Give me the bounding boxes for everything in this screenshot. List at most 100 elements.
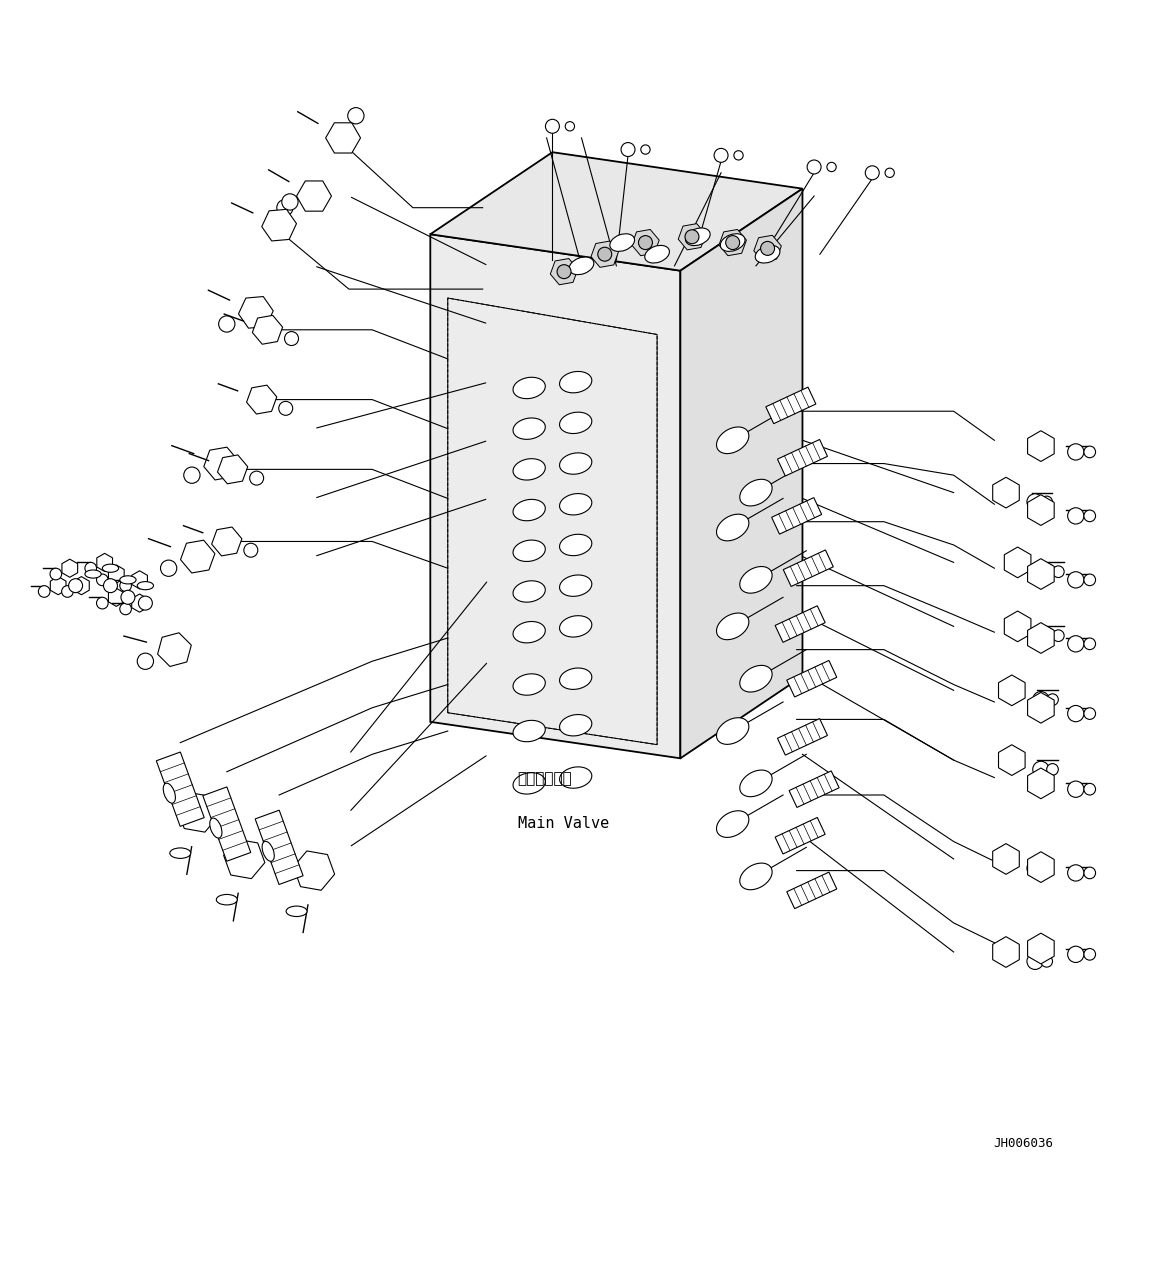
Circle shape (1084, 447, 1096, 458)
Polygon shape (1005, 547, 1030, 578)
Circle shape (250, 471, 264, 485)
Polygon shape (777, 439, 828, 476)
Polygon shape (632, 230, 659, 255)
Ellipse shape (716, 427, 749, 453)
Circle shape (1084, 510, 1096, 522)
Polygon shape (999, 745, 1025, 776)
Ellipse shape (559, 535, 592, 555)
Polygon shape (297, 181, 331, 211)
Polygon shape (180, 540, 215, 573)
Ellipse shape (740, 567, 772, 593)
Circle shape (1084, 638, 1096, 649)
Polygon shape (1028, 693, 1054, 723)
Ellipse shape (120, 575, 136, 584)
Circle shape (348, 107, 364, 124)
Ellipse shape (755, 245, 780, 263)
Polygon shape (62, 559, 78, 577)
Circle shape (565, 121, 575, 131)
Polygon shape (177, 792, 219, 832)
Polygon shape (238, 296, 273, 328)
Ellipse shape (559, 371, 592, 393)
Circle shape (865, 166, 879, 180)
Ellipse shape (716, 514, 749, 541)
Circle shape (638, 236, 652, 250)
Ellipse shape (513, 499, 545, 521)
Circle shape (1068, 706, 1084, 722)
Circle shape (1068, 865, 1084, 880)
Ellipse shape (286, 906, 307, 916)
Polygon shape (754, 235, 782, 262)
Ellipse shape (559, 669, 592, 689)
Circle shape (1068, 572, 1084, 588)
Circle shape (598, 248, 612, 262)
Polygon shape (158, 633, 191, 666)
Text: Main Valve: Main Valve (518, 815, 608, 831)
Polygon shape (1028, 768, 1054, 799)
Ellipse shape (85, 570, 101, 578)
Circle shape (1084, 783, 1096, 795)
Circle shape (1068, 444, 1084, 461)
Polygon shape (1028, 852, 1054, 883)
Circle shape (85, 563, 97, 574)
Circle shape (545, 119, 559, 133)
Polygon shape (1028, 495, 1054, 526)
Ellipse shape (559, 715, 592, 736)
Polygon shape (1005, 611, 1030, 642)
Ellipse shape (513, 540, 545, 561)
Polygon shape (108, 588, 124, 606)
Polygon shape (786, 661, 837, 697)
Circle shape (1033, 692, 1049, 708)
Polygon shape (255, 810, 304, 884)
Polygon shape (1028, 933, 1054, 963)
Ellipse shape (163, 783, 176, 803)
Circle shape (121, 591, 135, 605)
Polygon shape (50, 577, 66, 595)
Circle shape (807, 160, 821, 174)
Circle shape (1068, 508, 1084, 524)
Ellipse shape (740, 769, 772, 796)
Polygon shape (131, 595, 148, 612)
Circle shape (761, 241, 775, 255)
Circle shape (734, 151, 743, 160)
Ellipse shape (559, 767, 592, 789)
Circle shape (1053, 565, 1064, 578)
Circle shape (184, 467, 200, 484)
Ellipse shape (513, 621, 545, 643)
Polygon shape (591, 241, 619, 268)
Polygon shape (156, 752, 205, 827)
Polygon shape (1028, 623, 1054, 653)
Ellipse shape (716, 810, 749, 837)
Polygon shape (771, 498, 822, 535)
Circle shape (160, 560, 177, 577)
Polygon shape (212, 527, 242, 556)
Text: JH006036: JH006036 (993, 1137, 1054, 1151)
Polygon shape (680, 189, 802, 758)
Ellipse shape (644, 245, 670, 263)
Ellipse shape (513, 458, 545, 480)
Polygon shape (217, 456, 248, 484)
Circle shape (557, 264, 571, 278)
Polygon shape (262, 209, 297, 241)
Circle shape (38, 586, 50, 597)
Polygon shape (678, 223, 706, 250)
Circle shape (1084, 574, 1096, 586)
Ellipse shape (559, 494, 592, 516)
Polygon shape (108, 565, 124, 583)
Ellipse shape (740, 863, 772, 889)
Circle shape (1039, 628, 1055, 644)
Circle shape (1039, 564, 1055, 579)
Circle shape (277, 199, 293, 216)
Polygon shape (204, 447, 238, 480)
Circle shape (1027, 860, 1043, 877)
Polygon shape (1028, 559, 1054, 590)
Circle shape (1068, 635, 1084, 652)
Circle shape (97, 574, 108, 586)
Ellipse shape (137, 582, 154, 590)
Circle shape (120, 604, 131, 615)
Polygon shape (430, 152, 802, 271)
Ellipse shape (209, 818, 222, 838)
Circle shape (137, 653, 154, 670)
Circle shape (285, 332, 299, 346)
Circle shape (138, 596, 152, 610)
Polygon shape (789, 771, 840, 808)
